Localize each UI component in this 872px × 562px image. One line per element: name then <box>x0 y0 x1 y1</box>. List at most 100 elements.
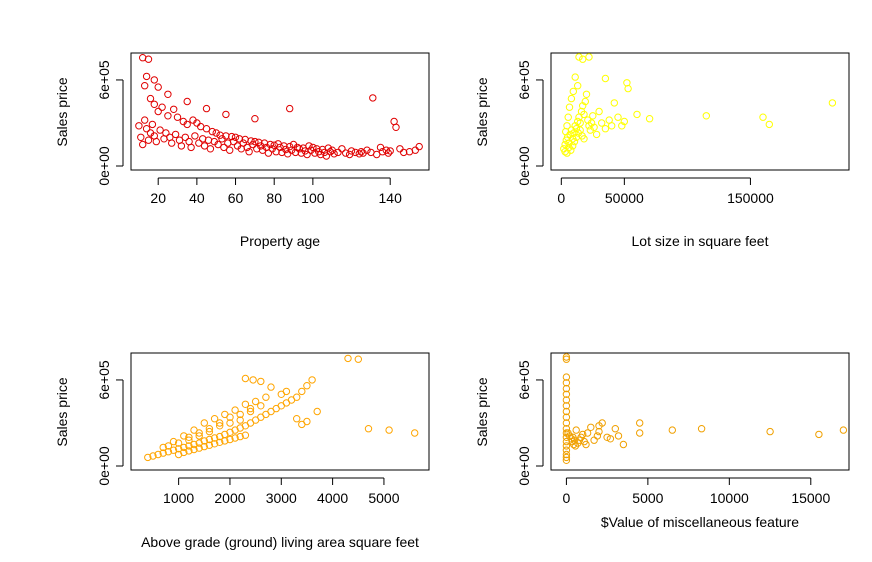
data-point <box>601 74 610 83</box>
data-point <box>236 416 244 424</box>
data-point <box>828 99 837 107</box>
data-point <box>180 448 188 457</box>
data-point <box>608 122 616 130</box>
data-point <box>562 413 571 421</box>
data-point <box>202 125 211 133</box>
data-point <box>562 353 571 361</box>
data-point <box>190 445 198 454</box>
data-point <box>195 139 203 147</box>
scatter-panel-misc-value: 0 5000 10000 15000 0e+00 6e+05 $Value of mis… <box>474 352 850 530</box>
data-point <box>611 425 619 433</box>
data-point <box>212 129 220 137</box>
data-point <box>200 437 209 445</box>
data-point <box>139 140 147 149</box>
data-point <box>623 79 631 87</box>
data-point <box>236 432 244 441</box>
data-point <box>154 450 162 459</box>
data-point <box>567 146 575 154</box>
data-point <box>164 442 173 450</box>
data-point <box>257 377 265 386</box>
data-points <box>562 353 848 464</box>
data-point <box>839 426 848 434</box>
data-point <box>562 355 571 363</box>
data-point <box>598 119 606 127</box>
data-point <box>185 442 193 450</box>
data-point <box>262 393 270 401</box>
data-point <box>164 90 172 99</box>
data-point <box>173 113 182 121</box>
data-point <box>210 415 219 423</box>
x-tick-label: 10000 <box>710 490 749 506</box>
data-point <box>249 140 257 149</box>
data-point <box>190 426 198 434</box>
data-point <box>246 404 255 413</box>
data-point <box>236 410 244 419</box>
data-point <box>231 133 240 142</box>
y-tick-label: 0e+00 <box>96 146 112 186</box>
data-point <box>183 120 191 129</box>
data-point <box>287 146 296 154</box>
data-point <box>562 407 571 416</box>
data-point <box>251 397 260 406</box>
data-point <box>231 406 239 414</box>
data-point <box>386 147 394 155</box>
data-point <box>210 434 219 442</box>
plot-area <box>130 52 430 171</box>
data-point <box>241 374 250 383</box>
data-point <box>241 431 250 439</box>
y-axis: 0e+00 6e+05 <box>516 360 544 486</box>
data-point <box>221 410 229 419</box>
data-point <box>385 426 393 434</box>
data-point <box>257 402 265 410</box>
data-point <box>135 122 143 130</box>
data-point <box>344 354 352 363</box>
data-point <box>338 145 346 153</box>
data-point <box>342 149 350 157</box>
data-point <box>241 400 250 408</box>
data-point <box>645 115 654 123</box>
data-point <box>572 426 580 434</box>
data-point <box>580 110 588 119</box>
data-point <box>376 143 385 152</box>
data-point <box>264 149 273 157</box>
data-point <box>220 143 228 152</box>
data-point <box>572 125 581 133</box>
data-point <box>159 449 167 457</box>
data-point <box>282 145 290 154</box>
x-tick-label: 60 <box>228 190 244 206</box>
data-point <box>562 373 571 381</box>
x-tick-label: 100 <box>301 190 325 206</box>
y-axis: 0e+00 6e+05 <box>96 360 124 486</box>
data-point <box>562 425 571 433</box>
data-point <box>183 97 191 106</box>
data-point <box>218 135 226 143</box>
data-point <box>210 440 219 448</box>
x-tick-label: 40 <box>189 190 205 206</box>
data-point <box>595 107 603 116</box>
x-tick-label: 0 <box>557 190 565 206</box>
data-point <box>562 442 571 450</box>
data-point <box>415 142 423 151</box>
data-point <box>587 119 596 127</box>
data-point <box>141 116 149 124</box>
data-point <box>392 123 400 132</box>
data-point <box>668 426 676 434</box>
data-point <box>396 145 404 153</box>
data-point <box>354 355 362 363</box>
data-point <box>208 127 217 136</box>
data-point <box>214 140 222 149</box>
x-tick-label: 0 <box>563 490 571 506</box>
data-point <box>174 439 183 447</box>
y-axis-label: Sales price <box>54 377 70 446</box>
data-point <box>620 117 628 126</box>
data-point <box>293 415 301 423</box>
data-point <box>759 113 767 121</box>
data-points <box>560 53 837 157</box>
data-point <box>154 83 162 91</box>
data-point <box>411 146 419 154</box>
data-point <box>231 434 239 442</box>
y-axis-label: Sales price <box>474 377 490 446</box>
data-point <box>562 450 571 459</box>
data-point <box>571 73 579 81</box>
